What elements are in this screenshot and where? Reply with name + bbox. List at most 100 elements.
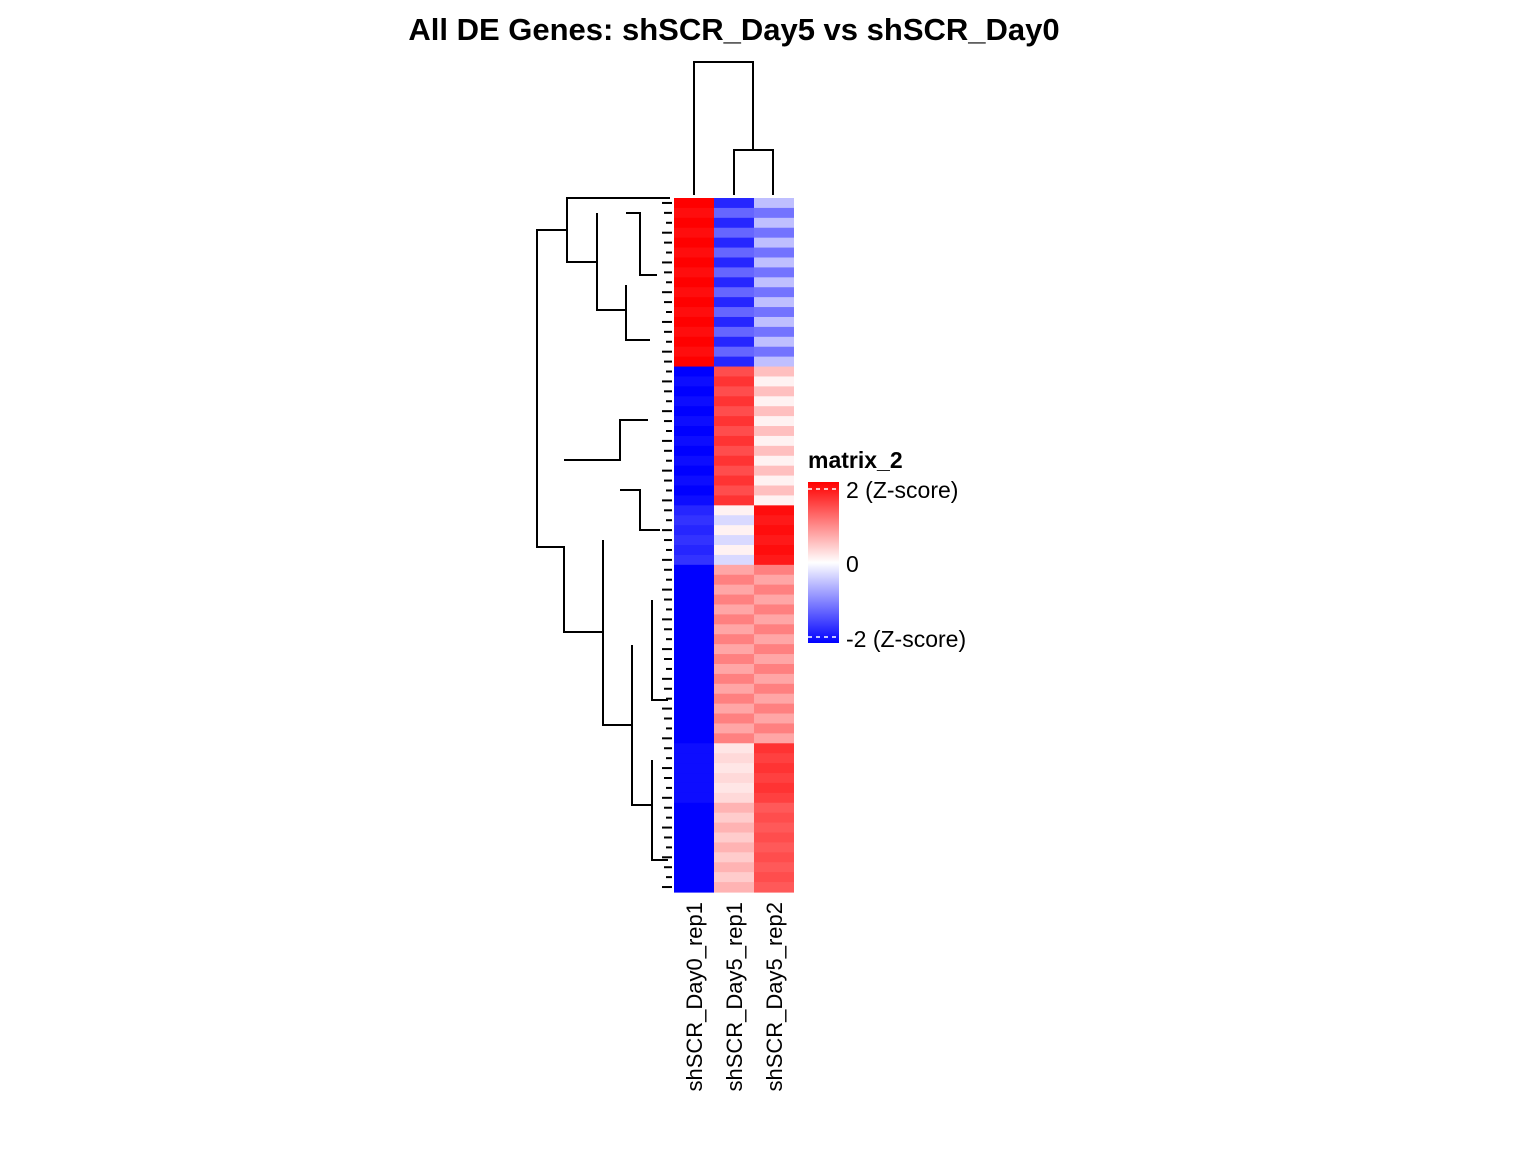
heatmap-cell — [754, 862, 794, 873]
heatmap-cell — [674, 554, 714, 566]
heatmap-cell — [714, 217, 754, 229]
heatmap-cell — [674, 376, 714, 387]
heatmap-cell — [754, 743, 794, 754]
heatmap-cell — [754, 475, 794, 487]
heatmap-cell — [674, 872, 714, 883]
heatmap-cell — [714, 792, 754, 804]
heatmap-cell — [674, 782, 714, 794]
heatmap-cell — [714, 624, 754, 635]
heatmap-cell — [714, 247, 754, 259]
heatmap-cell — [674, 564, 714, 576]
heatmap-cell — [674, 386, 714, 397]
heatmap-cell — [714, 584, 754, 596]
chart-title: All DE Genes: shSCR_Day5 vs shSCR_Day0 — [408, 12, 1059, 47]
heatmap-cell — [754, 812, 794, 824]
heatmap-cell — [714, 445, 754, 457]
heatmap-cell — [714, 753, 754, 764]
heatmap-cell — [754, 445, 794, 457]
heatmap-cell — [754, 406, 794, 417]
heatmap-cell — [674, 505, 714, 516]
heatmap-cell — [714, 465, 754, 477]
heatmap-cell — [754, 257, 794, 268]
heatmap-cell — [754, 207, 794, 219]
heatmap-cell — [714, 832, 754, 844]
heatmap-cell — [714, 376, 754, 387]
heatmap-cell — [674, 237, 714, 249]
heatmap-cell — [714, 693, 754, 705]
heatmap-cell — [714, 564, 754, 576]
heatmap-cell — [714, 743, 754, 754]
heatmap-cell — [714, 713, 754, 725]
heatmap-cell — [754, 307, 794, 318]
heatmap-cell — [714, 683, 754, 695]
heatmap-cell — [714, 237, 754, 249]
heatmap-cell — [714, 287, 754, 298]
heatmap-cell — [674, 396, 714, 407]
heatmap-cell — [714, 277, 754, 288]
heatmap-cell — [714, 773, 754, 784]
heatmap-cell — [754, 435, 794, 447]
heatmap-cell — [714, 396, 754, 407]
heatmap-cell — [674, 336, 714, 348]
heatmap-cell — [754, 237, 794, 249]
heatmap-cell — [674, 445, 714, 457]
heatmap-cell — [714, 733, 754, 744]
heatmap-cell — [714, 802, 754, 814]
heatmap-cell — [754, 663, 794, 675]
heatmap-cell — [754, 792, 794, 804]
heatmap-cell — [714, 842, 754, 853]
heatmap-cell — [714, 644, 754, 655]
heatmap-cell — [754, 505, 794, 516]
heatmap-cell — [714, 326, 754, 338]
heatmap-cell — [714, 822, 754, 834]
heatmap-cell — [674, 267, 714, 278]
col-label-shSCR_Day5_rep2: shSCR_Day5_rep2 — [762, 902, 787, 1092]
heatmap-cell — [674, 703, 714, 715]
heatmap-cell — [754, 515, 794, 526]
row-dendrogram — [536, 197, 672, 889]
heatmap-cell — [674, 257, 714, 268]
heatmap-cell — [754, 297, 794, 308]
heatmap-cell — [674, 525, 714, 536]
heatmap-cell — [754, 683, 794, 695]
heatmap-cell — [714, 297, 754, 308]
heatmap-cell — [674, 326, 714, 338]
heatmap-cell — [674, 198, 714, 209]
color-legend: matrix_2 2 (Z-score) 0 -2 (Z-score) — [808, 447, 966, 652]
heatmap-cell — [674, 644, 714, 655]
heatmap-cell — [674, 773, 714, 784]
heatmap-cell — [754, 842, 794, 853]
heatmap-cell — [674, 614, 714, 625]
heatmap-cell — [674, 862, 714, 873]
heatmap-cell — [754, 535, 794, 546]
heatmap-cell — [754, 614, 794, 625]
heatmap-cell — [674, 297, 714, 308]
heatmap-cell — [754, 832, 794, 844]
heatmap-cell — [714, 505, 754, 516]
heatmap-cell — [674, 426, 714, 437]
heatmap-cell — [754, 277, 794, 288]
heatmap-cell — [714, 346, 754, 358]
heatmap-cell — [674, 545, 714, 556]
heatmap-cell — [714, 574, 754, 586]
heatmap-cell — [714, 525, 754, 536]
heatmap-cell — [714, 267, 754, 278]
heatmap-cell — [714, 673, 754, 685]
heatmap-cell — [754, 495, 794, 506]
heatmap-cell — [674, 663, 714, 675]
heatmap-cell — [674, 822, 714, 834]
heatmap-cell — [714, 435, 754, 447]
heatmap-cell — [674, 713, 714, 725]
col-label-shSCR_Day0_rep1: shSCR_Day0_rep1 — [682, 902, 707, 1092]
legend-title: matrix_2 — [808, 447, 903, 473]
heatmap-cell — [754, 356, 794, 368]
heatmap-cell — [754, 287, 794, 298]
heatmap-cell — [714, 416, 754, 427]
heatmap-cell — [714, 515, 754, 526]
heatmap-cell — [714, 872, 754, 883]
heatmap-cell — [754, 634, 794, 645]
heatmap-cell — [674, 624, 714, 635]
heatmap-cell — [754, 426, 794, 437]
heatmap-cell — [754, 217, 794, 229]
heatmap-cell — [754, 416, 794, 427]
